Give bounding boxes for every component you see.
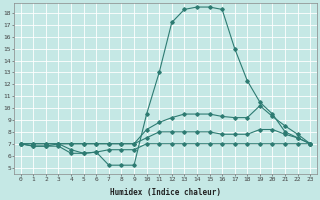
X-axis label: Humidex (Indice chaleur): Humidex (Indice chaleur) (110, 188, 221, 197)
